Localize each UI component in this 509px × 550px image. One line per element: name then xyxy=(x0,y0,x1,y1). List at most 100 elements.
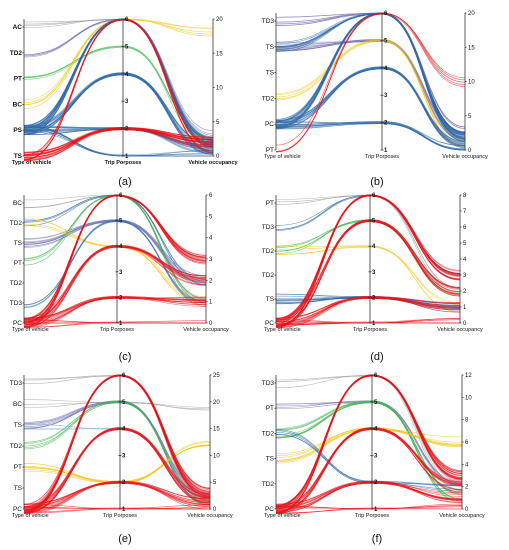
category-label: PC xyxy=(13,506,22,513)
flow-line xyxy=(23,374,211,513)
category-label: TD3 xyxy=(10,300,23,307)
category-label: TD3 xyxy=(262,18,275,25)
occupancy-tick-label: 15 xyxy=(468,45,475,51)
trip-tick-label: 2 xyxy=(119,295,123,301)
flow-line xyxy=(275,195,461,289)
axis-title-occupancy: Vehicle occupancy xyxy=(188,160,238,166)
occupancy-tick-label: 20 xyxy=(216,17,223,23)
panel-label: (d) xyxy=(370,351,383,363)
flow-lines xyxy=(23,194,207,329)
occupancy-tick-label: 6 xyxy=(463,225,467,231)
trip-tick-label: 2 xyxy=(122,480,126,486)
trip-tick-label: 3 xyxy=(122,453,126,459)
trip-tick-label: 1 xyxy=(119,321,123,327)
category-label: TD2 xyxy=(10,280,23,287)
category-label: TS xyxy=(266,296,275,303)
trip-tick-label: 3 xyxy=(384,93,388,99)
trip-tick-label: 4 xyxy=(384,66,388,72)
occupancy-tick-label: 7 xyxy=(463,209,467,215)
trip-tick-label: 2 xyxy=(125,127,129,133)
category-label: PT xyxy=(266,200,274,207)
axis-title-occupancy: Vehicle occupancy xyxy=(183,327,229,333)
category-label: PT xyxy=(14,76,22,83)
axis-title-occupancy: Vehicle occupancy xyxy=(437,327,483,333)
flow-line xyxy=(275,221,461,297)
flow-lines xyxy=(23,18,214,162)
trip-tick-label: 6 xyxy=(372,193,376,199)
occupancy-tick-label: 1 xyxy=(209,300,213,306)
flow-line xyxy=(275,41,466,138)
occupancy-tick-label: 4 xyxy=(463,257,467,263)
occupancy-tick-label: 8 xyxy=(463,193,467,199)
flow-line xyxy=(275,13,466,153)
trip-tick-label: 6 xyxy=(125,17,129,23)
flow-line xyxy=(23,220,207,306)
category-label: PC xyxy=(265,121,274,128)
flow-line xyxy=(23,221,207,308)
category-label: AC xyxy=(13,24,23,31)
axis-title-occupancy: Vehicle occupancy xyxy=(442,154,488,160)
category-label: TS xyxy=(266,70,275,77)
panel-0: AC TD2 PT BC PS TS 6 5 4 3 2 1 20 15 10 5 0 Type of vehic… xyxy=(10,17,239,188)
trip-tick-label: 1 xyxy=(384,148,388,154)
occupancy-tick-label: 5 xyxy=(209,214,213,220)
flow-line xyxy=(275,67,466,143)
panel-label: (c) xyxy=(119,351,132,363)
trip-tick-label: 6 xyxy=(122,373,126,379)
category-label: BC xyxy=(13,401,22,408)
trip-tick-label: 5 xyxy=(374,400,378,406)
category-label: PT xyxy=(266,405,274,412)
trip-tick-label: 3 xyxy=(125,99,129,105)
trip-tick-label: 5 xyxy=(119,219,123,225)
flow-line xyxy=(23,375,211,502)
axis-title-vehicle: Type of vehicle xyxy=(264,513,301,519)
occupancy-tick-label: 0 xyxy=(216,154,220,160)
category-label: TD2 xyxy=(10,220,23,227)
flow-line xyxy=(23,375,211,514)
occupancy-tick-label: 20 xyxy=(468,11,475,17)
axis-title-trip: Trip Porposes xyxy=(105,160,142,166)
occupancy-tick-label: 15 xyxy=(216,51,223,57)
flow-lines xyxy=(275,12,466,153)
trip-tick-label: 5 xyxy=(125,44,129,50)
trip-tick-label: 1 xyxy=(122,507,126,513)
trip-tick-label: 3 xyxy=(119,270,123,276)
category-label: TD2 xyxy=(262,481,275,488)
category-label: TS xyxy=(266,44,275,51)
flow-line xyxy=(275,400,463,495)
flow-line xyxy=(275,12,466,153)
trip-tick-label: 6 xyxy=(119,193,123,199)
occupancy-tick-label: 5 xyxy=(468,114,472,120)
occupancy-tick-label: 1 xyxy=(463,305,467,311)
category-label: PT xyxy=(14,464,22,471)
axis-title-vehicle: Type of vehicle xyxy=(12,513,49,519)
trip-tick-label: 1 xyxy=(372,321,376,327)
category-label: PC xyxy=(265,506,274,513)
flow-line xyxy=(23,18,214,109)
category-label: TS xyxy=(14,422,23,429)
category-label: PC xyxy=(13,320,22,327)
flow-lines xyxy=(275,194,461,329)
occupancy-tick-label: 10 xyxy=(468,80,475,86)
trip-tick-label: 4 xyxy=(122,427,126,433)
flow-line xyxy=(23,219,207,297)
trip-tick-label: 4 xyxy=(125,72,129,78)
flow-line xyxy=(275,375,463,515)
flow-line xyxy=(23,246,207,326)
axis-title-vehicle: Type of vehicle xyxy=(12,160,51,166)
category-label: PT xyxy=(14,260,22,267)
panel-1: TD3 TS TS TD2 PC PT 6 5 4 3 2 1 20 15 10 5 0 Type of vehi… xyxy=(262,11,488,188)
occupancy-tick-label: 6 xyxy=(209,193,213,199)
axis-title-trip: Trip Porposes xyxy=(100,327,134,333)
flow-line xyxy=(275,13,466,153)
flow-line xyxy=(23,246,207,328)
axis-title-trip: Trip Porposes xyxy=(355,513,389,519)
flow-line xyxy=(275,375,463,507)
panel-label: (e) xyxy=(118,533,131,545)
occupancy-tick-label: 2 xyxy=(209,278,213,284)
category-label: TS xyxy=(14,240,23,247)
panel-5: TD3 PT TD2 TS TD2 PC 6 5 4 3 2 1 12 10 8 6 4 2 0 Type of ve… xyxy=(262,373,485,545)
trip-tick-label: 6 xyxy=(384,11,388,17)
flow-line xyxy=(23,218,207,303)
